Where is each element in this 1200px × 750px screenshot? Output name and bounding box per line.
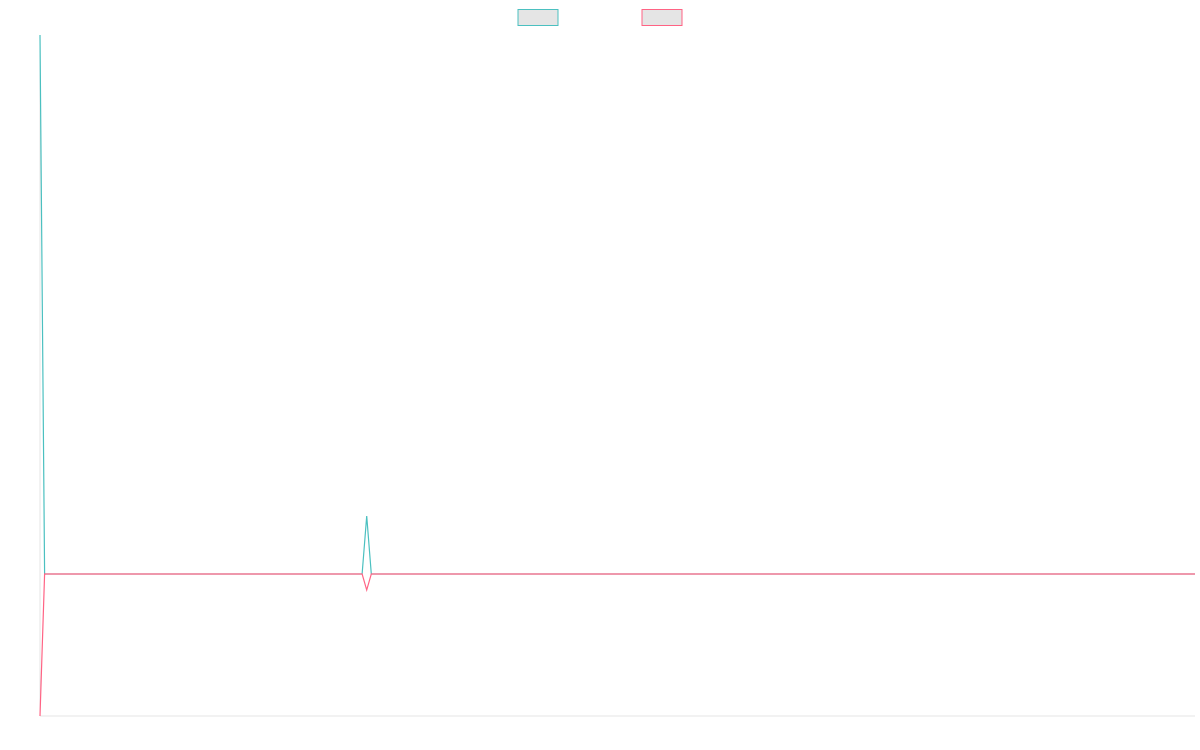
legend-swatch <box>517 9 559 26</box>
series-line <box>39 573 1195 717</box>
series-line <box>39 34 1195 575</box>
legend-swatch <box>641 9 683 26</box>
